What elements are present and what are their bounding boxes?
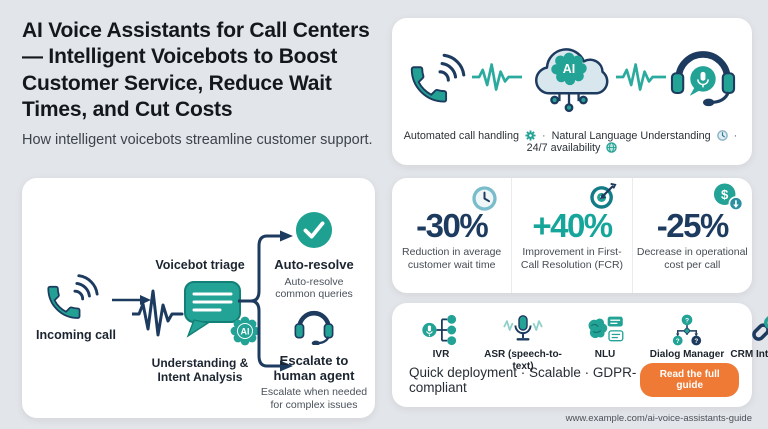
stat-value: +40% — [532, 207, 613, 244]
nlu-icon — [588, 316, 624, 342]
branch-connector — [238, 230, 293, 372]
stat-wait-time: -30% Reduction in average customer wait … — [392, 178, 511, 293]
incoming-call-label: Incoming call — [36, 328, 116, 342]
headset-icon — [294, 310, 334, 346]
feature-crm: CRM Integration — [728, 314, 768, 373]
feature-ivr: IVR — [400, 314, 482, 373]
caption-separator: · — [541, 130, 546, 142]
stat-cost: $ -25% Decrease in operational cost per … — [631, 178, 752, 293]
outcome-auto-resolve: Auto-resolve Auto-resolve common queries — [266, 211, 362, 301]
cost-down-icon: $ — [713, 183, 743, 211]
chat-bubble-icon — [184, 281, 241, 338]
asr-icon — [503, 315, 543, 341]
phone-icon — [47, 274, 99, 319]
caption-nlu: Natural Language Understanding — [551, 130, 711, 142]
stat-fcr: +40% Improvement in First-Call Resolutio… — [511, 178, 631, 293]
understanding-intent-label: Understanding & Intent Analysis — [151, 356, 249, 385]
hero-caption: Automated call handling · Natural Langua… — [392, 130, 752, 154]
read-guide-button[interactable]: Read the full guide — [640, 363, 739, 397]
ai-label: AI — [563, 62, 575, 76]
voicebot-art: AI — [132, 281, 260, 346]
clock-icon — [472, 186, 497, 211]
header: AI Voice Assistants for Call Centers — I… — [22, 18, 382, 148]
hero-card: AI — [392, 18, 752, 165]
stat-description: Reduction in average customer wait time — [402, 246, 502, 272]
feature-label: NLU — [594, 349, 616, 360]
waveform-icon — [616, 63, 666, 91]
hero-illustration: AI — [392, 28, 752, 126]
flow-card: Incoming call Voicebot triage — [22, 178, 375, 418]
crm-integration-icon — [752, 314, 768, 341]
check-circle-icon — [295, 211, 333, 249]
caption-separator: · — [733, 130, 738, 142]
ai-badge-label: AI — [241, 327, 250, 337]
feature-label: ASR (speech-to-text) — [484, 349, 562, 372]
features-card: IVR ASR (speech-to-text) — [392, 303, 768, 407]
gear-icon — [525, 130, 536, 141]
waveform-icon — [132, 289, 184, 337]
ai-cloud-icon: AI — [534, 48, 609, 113]
svg-text:?: ? — [676, 338, 680, 345]
caption-automated-call-handling: Automated call handling — [403, 130, 519, 142]
agent-headset-icon — [670, 51, 736, 107]
feature-nlu: NLU — [564, 314, 646, 373]
ivr-icon — [422, 314, 457, 346]
circuit-pins — [550, 93, 588, 113]
outcome-title: Escalate to human agent — [273, 353, 355, 383]
arrow-right-icon — [112, 295, 151, 305]
footer-url: www.example.com/ai-voice-assistants-guid… — [565, 413, 752, 424]
feature-dialog-manager: ? ? ? Dialog Manager — [646, 314, 728, 373]
outcome-title: Auto-resolve — [274, 257, 354, 272]
dollar-glyph: $ — [721, 187, 729, 202]
stats-card: -30% Reduction in average customer wait … — [392, 178, 752, 293]
ai-badge-icon: AI — [230, 316, 260, 346]
feature-label: IVR — [432, 349, 450, 360]
caption-availability: 24/7 availability — [526, 142, 601, 154]
feature-label: CRM Integration — [730, 349, 768, 360]
ai-brain — [551, 52, 587, 86]
clock-icon — [716, 130, 728, 141]
waveform-icon — [472, 63, 522, 91]
target-icon — [589, 182, 617, 209]
stat-description: Decrease in operational cost per call — [636, 246, 748, 272]
stat-value: -30% — [416, 207, 489, 244]
globe-icon — [606, 142, 618, 153]
features-bottom-row: Quick deployment · Scalable · GDPR-compl… — [409, 363, 739, 397]
stat-value: -25% — [656, 207, 730, 244]
feature-asr: ASR (speech-to-text) — [482, 314, 564, 373]
dialog-manager-icon: ? ? ? — [672, 314, 702, 346]
page-title: AI Voice Assistants for Call Centers — I… — [22, 19, 370, 121]
svg-text:?: ? — [694, 338, 698, 345]
tagline: Quick deployment · Scalable · GDPR-compl… — [409, 365, 637, 395]
feature-label: Dialog Manager — [649, 349, 725, 360]
outcome-description: Auto-resolve common queries — [275, 275, 353, 301]
features-row: IVR ASR (speech-to-text) — [392, 303, 768, 373]
phone-icon — [410, 53, 466, 103]
outcome-escalate: Escalate to human agent Escalate when ne… — [260, 305, 368, 412]
stat-description: Improvement in First-Call Resolution (FC… — [520, 246, 624, 272]
outcome-description: Escalate when needed for complex issues — [260, 386, 368, 411]
voicebot-triage-label: Voicebot triage — [155, 258, 245, 272]
page-subtitle: How intelligent voicebots streamline cus… — [22, 132, 373, 148]
svg-text:?: ? — [685, 317, 689, 324]
